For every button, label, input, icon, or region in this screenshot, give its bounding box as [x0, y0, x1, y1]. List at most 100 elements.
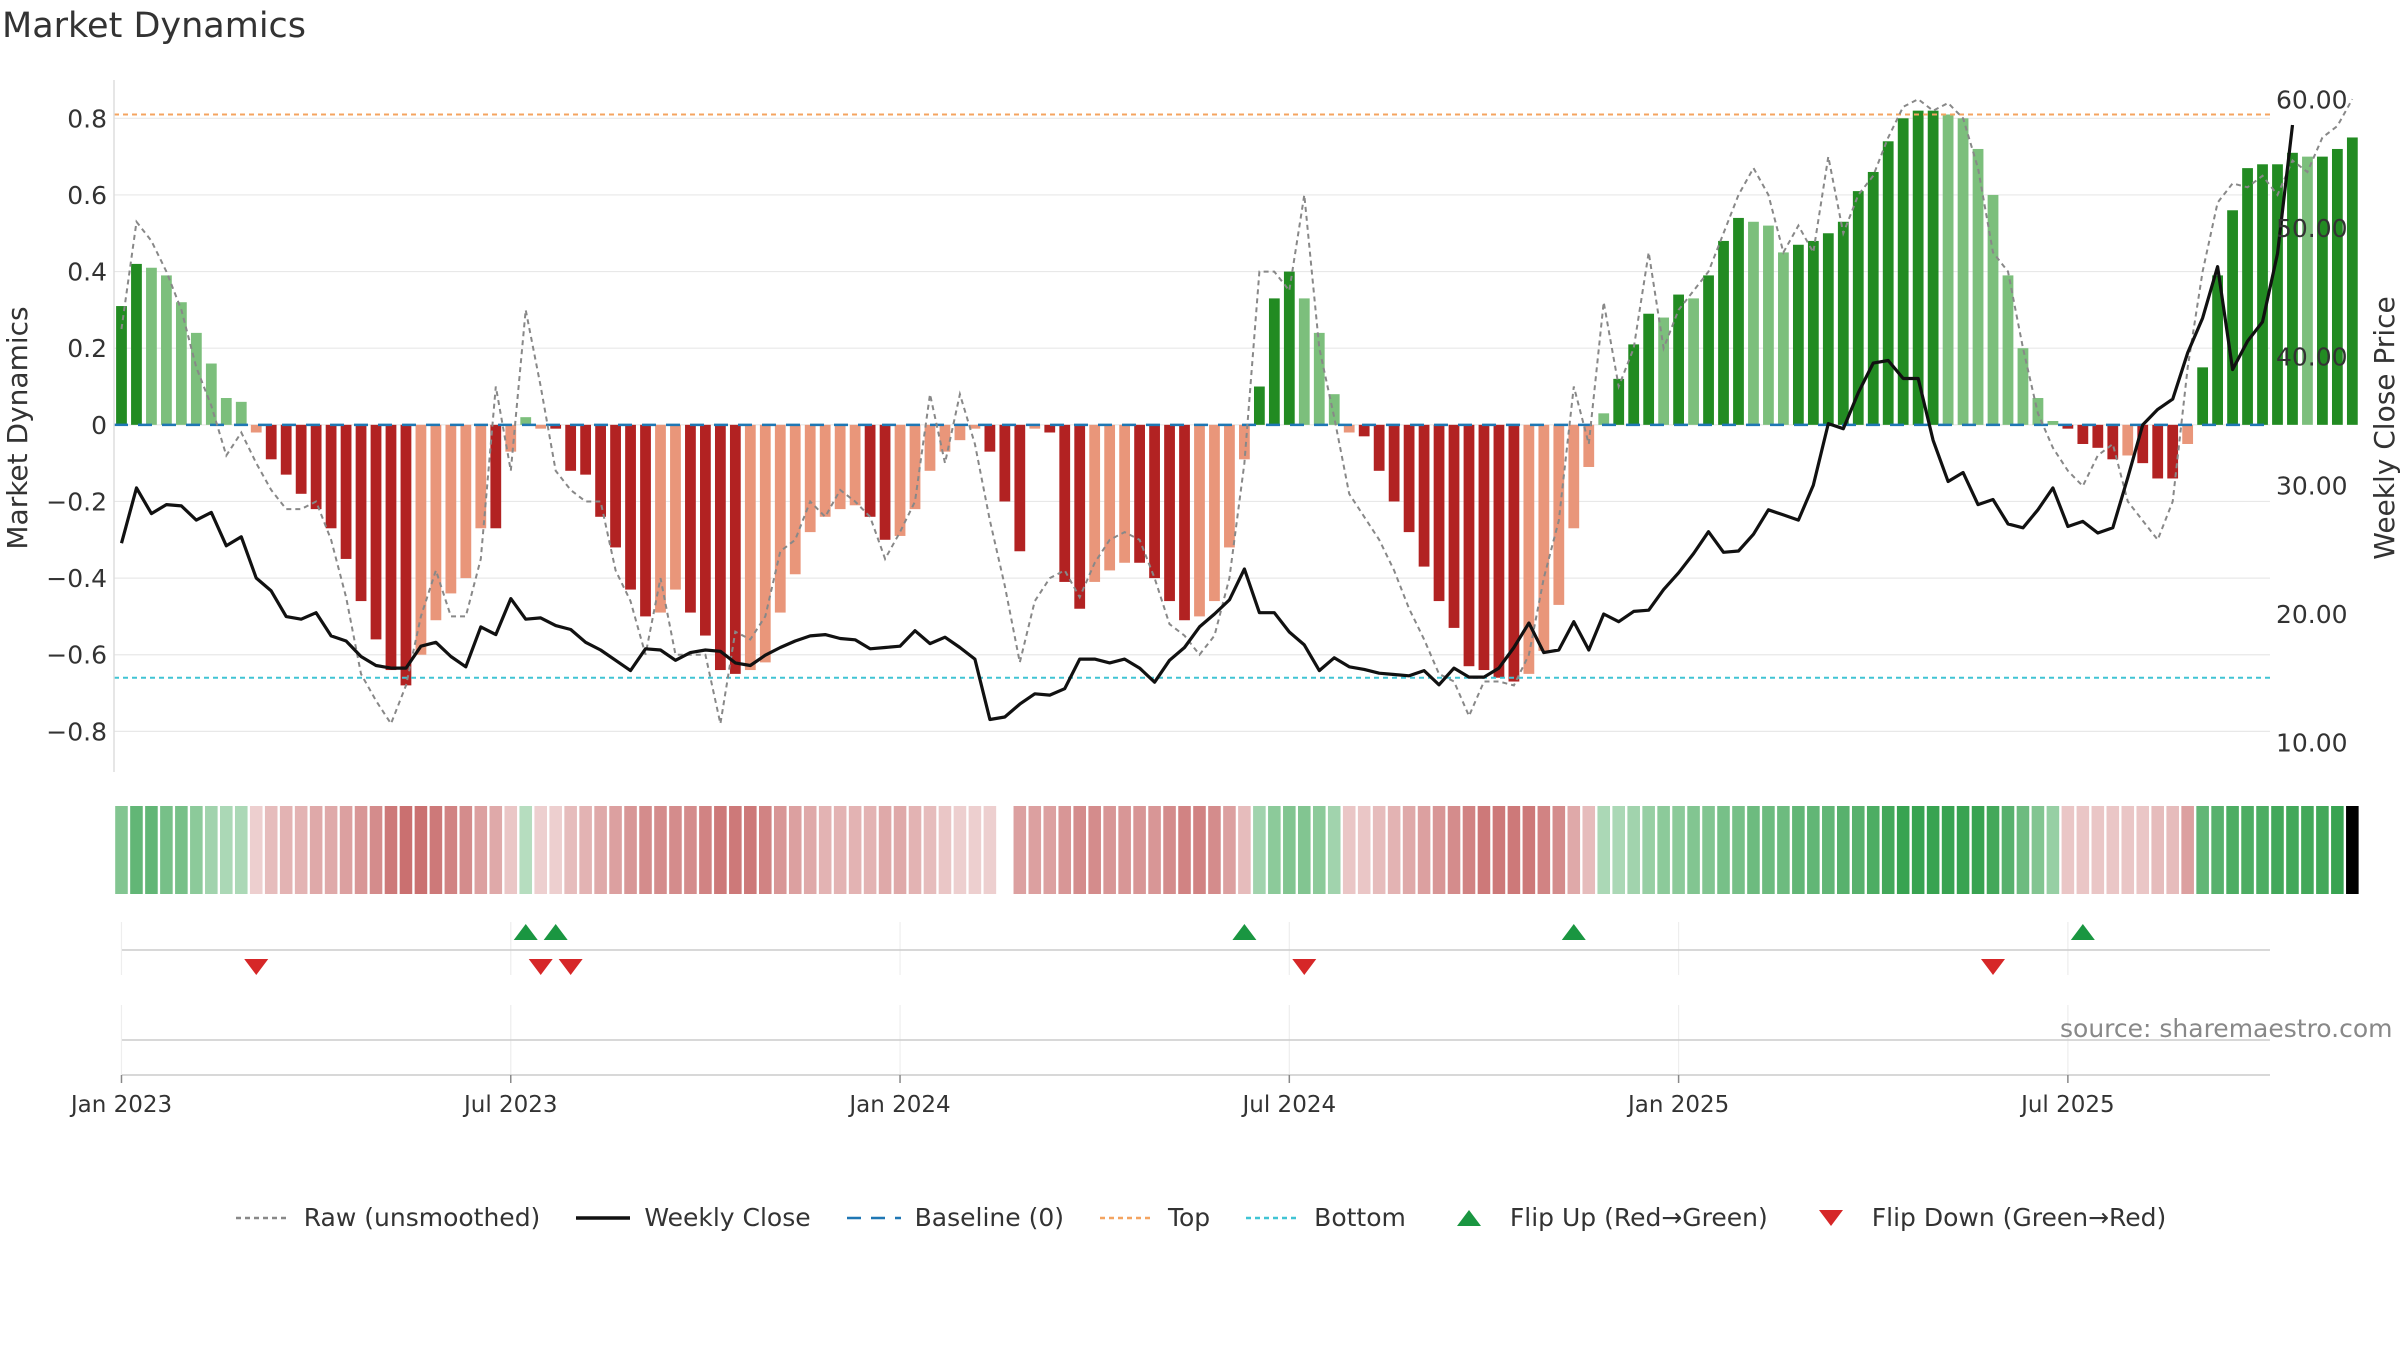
strip-cell-89: [1447, 806, 1461, 894]
series-lines: [119, 98, 2354, 726]
y2-tick-label-1: 20.00: [2276, 600, 2348, 629]
y-tick-label-0: −0.8: [46, 717, 107, 746]
bar-15: [340, 424, 352, 559]
strip-cell-3: [160, 806, 173, 894]
bar-130: [2062, 424, 2074, 429]
y-tick-label-6: 0.4: [67, 258, 107, 287]
bar-69: [1149, 424, 1160, 579]
strip-cell-67: [1118, 806, 1131, 894]
bar-43: [759, 424, 771, 663]
strip-cell-146: [2301, 806, 2314, 894]
empty-panel: [120, 1005, 2270, 1076]
strip-cell-140: [2211, 806, 2224, 894]
bar-38: [685, 424, 696, 613]
legend-swatch-close: [576, 1215, 631, 1220]
bar-146: [2302, 156, 2313, 425]
strip-cell-112: [1792, 806, 1805, 894]
bar-114: [1822, 233, 1834, 425]
strip-cell-149: [2346, 806, 2359, 894]
strip-cell-100: [1612, 806, 1625, 894]
bar-111: [1778, 252, 1789, 425]
strip-cell-28: [534, 806, 547, 894]
bar-124: [1972, 148, 1984, 425]
bar-126: [2002, 275, 2014, 425]
bar-20: [415, 424, 427, 655]
bar-7: [220, 398, 232, 425]
bar-2: [146, 267, 157, 425]
bar-147: [2317, 156, 2328, 425]
bar-5: [190, 332, 202, 425]
strip-cell-85: [1387, 806, 1401, 894]
strip-cell-26: [504, 806, 518, 894]
strip-cell-126: [2001, 806, 2015, 894]
strip-cell-148: [2331, 806, 2344, 894]
strip-cell-7: [220, 806, 233, 894]
strip-cell-63: [1058, 806, 1072, 894]
strip-cell-132: [2091, 806, 2105, 894]
bar-113: [1807, 240, 1819, 425]
bar-73: [1209, 424, 1220, 602]
bar-31: [580, 424, 592, 475]
strip-cell-2: [145, 806, 158, 894]
strip-cell-37: [669, 806, 682, 894]
strip-cell-88: [1432, 806, 1446, 894]
bar-143: [2257, 164, 2268, 425]
bar-76: [1253, 386, 1265, 425]
bar-88: [1433, 424, 1445, 602]
strip-cell-18: [384, 806, 398, 894]
legend-label-close: Weekly Close: [644, 1203, 811, 1232]
strip-cell-22: [444, 806, 458, 894]
legend-item-bottom: Bottom: [1244, 1203, 1406, 1232]
grid-lines: [114, 117, 2270, 732]
bar-33: [610, 424, 621, 548]
bar-120: [1912, 110, 1924, 425]
bar-10: [265, 424, 277, 460]
legend-item-raw: Raw (unsmoothed): [234, 1203, 540, 1232]
legend-item-close: Weekly Close: [574, 1203, 811, 1232]
bar-17: [370, 424, 382, 640]
bar-60: [1014, 424, 1026, 552]
bar-125: [1987, 194, 1999, 425]
strip-cell-121: [1926, 806, 1940, 894]
strip-cell-70: [1163, 806, 1176, 894]
bar-30: [565, 424, 577, 471]
bar-55: [939, 424, 951, 452]
strip-cell-107: [1717, 806, 1730, 894]
bar-101: [1628, 344, 1640, 425]
strip-cell-78: [1283, 806, 1296, 894]
strip-cell-144: [2271, 806, 2284, 894]
strip-cell-16: [354, 806, 368, 894]
strip-cell-56: [953, 806, 967, 894]
strip-cell-95: [1537, 806, 1551, 894]
bar-83: [1358, 424, 1370, 437]
strip-cell-133: [2106, 806, 2120, 894]
bar-135: [2137, 424, 2149, 464]
strip-cell-124: [1971, 806, 1985, 894]
strip-cell-61: [1028, 806, 1042, 894]
y-axis-label: Market Dynamics: [1, 306, 34, 549]
strip-cell-106: [1702, 806, 1715, 894]
strip-cell-141: [2226, 806, 2239, 894]
bar-104: [1673, 294, 1684, 425]
heat-strip: [115, 806, 2359, 894]
strip-cell-99: [1597, 806, 1611, 894]
bar-9: [250, 424, 262, 433]
x-tick-label-4: Jan 2025: [1626, 1092, 1729, 1118]
bar-105: [1688, 298, 1699, 425]
bar-122: [1942, 114, 1954, 425]
bar-35: [640, 424, 651, 617]
strip-cell-129: [2046, 806, 2060, 894]
bar-14: [325, 424, 337, 529]
bar-39: [700, 424, 711, 636]
flip-down-marker-4: [1981, 959, 2006, 975]
legend-label-baseline: Baseline (0): [914, 1203, 1064, 1232]
bar-70: [1164, 424, 1175, 602]
bar-61: [1029, 424, 1041, 429]
strip-cell-80: [1312, 806, 1326, 894]
strip-cell-139: [2196, 806, 2209, 894]
bar-112: [1792, 244, 1804, 425]
strip-cell-48: [833, 806, 847, 894]
strip-cell-1: [130, 806, 143, 894]
bar-98: [1583, 424, 1595, 467]
